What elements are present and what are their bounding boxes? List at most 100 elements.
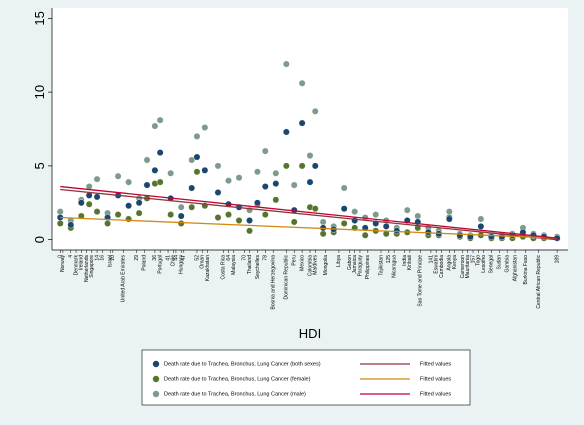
x-tick-label: Eswatini [434, 255, 440, 274]
x-tick-label: Sudan [497, 255, 503, 270]
legend-box [141, 349, 471, 406]
point [298, 162, 306, 170]
x-tick-label: Dominican Republic [284, 255, 290, 300]
point [272, 180, 280, 187]
x-tick-label: Colombia [307, 255, 313, 276]
point [487, 233, 495, 241]
x-tick-label: Cambodia [439, 255, 445, 278]
point [246, 217, 253, 224]
point [414, 212, 422, 220]
point [177, 203, 185, 211]
point [201, 124, 209, 131]
legend-marker [152, 390, 160, 398]
x-tick-label: Tajikistan [378, 255, 384, 276]
x-tick-label: Cameroon [460, 255, 466, 279]
point [254, 199, 261, 207]
x-tick-label: 41 [165, 255, 171, 261]
x-tick-label: Sao Tome and Principe [418, 255, 424, 307]
point [93, 193, 101, 201]
x-tick-label: Kazakhstan [205, 255, 211, 281]
x-tick-label: Malaysia [231, 255, 237, 275]
point [445, 208, 453, 216]
point [135, 209, 143, 217]
point [201, 166, 209, 174]
x-tick-label: Burkina Faso [523, 255, 529, 285]
x-tick-label: Mauritania [465, 255, 471, 279]
point [351, 208, 359, 216]
x-tick-label: Gambia [504, 255, 510, 273]
legend-label: Death rate due to Trachea, Bronchus, Lun… [164, 361, 321, 367]
x-tick-label: 16 [100, 255, 106, 261]
x-tick-label: 14 [94, 255, 100, 261]
point [361, 231, 369, 239]
point [156, 149, 164, 157]
legend-label: Fitted values [420, 391, 451, 397]
x-tick-label: Senegal [489, 255, 495, 273]
point [85, 200, 93, 208]
point [254, 168, 261, 176]
x-tick-label: 52 [194, 255, 200, 261]
point [56, 220, 64, 227]
x-tick-label: Hungary [179, 255, 185, 274]
x-tick-label: Poland [142, 255, 148, 271]
point [272, 196, 280, 204]
x-tick-label: Norway [60, 255, 66, 272]
x-tick-label: 78 [263, 255, 269, 261]
point [143, 156, 151, 164]
y-tick-label: 0 [32, 236, 47, 243]
point [125, 178, 133, 186]
point [311, 205, 319, 213]
x-tick-label: India [402, 255, 408, 266]
x-tick-label: Oman [200, 255, 206, 269]
point [351, 217, 359, 224]
point [188, 203, 196, 211]
point [193, 168, 201, 176]
point [372, 211, 380, 218]
x-tick-label: Libya [336, 255, 342, 267]
point [306, 152, 314, 159]
point [114, 211, 122, 218]
point [167, 211, 175, 218]
x-tick-label: Israel [108, 255, 114, 267]
point [477, 222, 485, 230]
x-tick-label: Mongolia [323, 255, 329, 276]
plot-region [52, 8, 568, 250]
point [445, 215, 453, 223]
point [156, 116, 164, 124]
point [319, 230, 327, 238]
x-tick-label: Jamaica [352, 255, 358, 274]
x-tick-label: Angola [447, 255, 453, 271]
point [456, 231, 464, 239]
point [361, 224, 369, 232]
point [214, 214, 222, 221]
point [282, 128, 290, 136]
point [177, 212, 185, 220]
x-tick-label: Afghanistan [512, 255, 518, 282]
point [114, 172, 122, 180]
x-tick-label: United Arab Emirates [121, 255, 127, 303]
point [403, 206, 411, 214]
point [261, 183, 269, 190]
point [77, 212, 85, 220]
point [193, 153, 201, 161]
point [151, 122, 159, 130]
point [340, 184, 348, 192]
point [261, 211, 269, 218]
point [298, 119, 306, 127]
x-tick-label: Ireland [79, 255, 85, 271]
point [290, 218, 298, 226]
x-tick-label: Bosnia and Herzegovina [271, 255, 277, 310]
x-tick-label: 70 [242, 255, 248, 261]
point [225, 177, 232, 185]
x-tick-label: Kenya [452, 255, 458, 269]
point [125, 215, 133, 223]
legend-label: Death rate due to Trachea, Bronchus, Lun… [164, 376, 311, 382]
point [298, 79, 306, 87]
legend-label: Fitted values [420, 361, 451, 367]
x-tick-label: 125 [386, 255, 392, 264]
point [272, 169, 280, 177]
point [214, 162, 222, 170]
point [214, 189, 222, 196]
point [104, 220, 111, 227]
point [156, 178, 164, 186]
